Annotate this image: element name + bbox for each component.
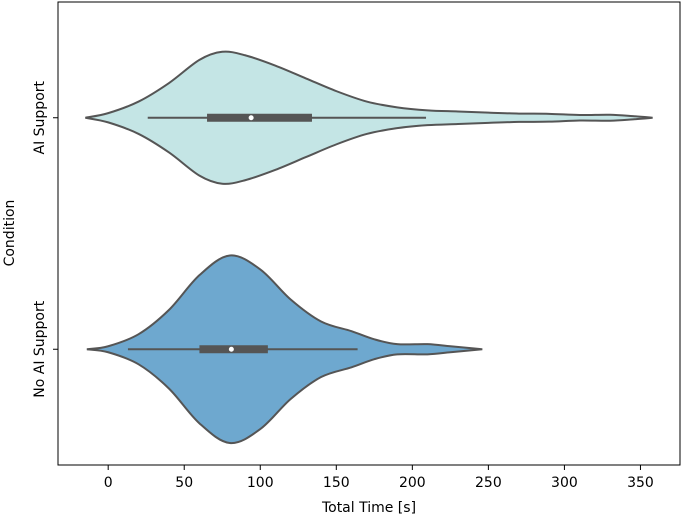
y-tick-label: No AI Support [32, 300, 48, 397]
x-axis-label: Total Time [s] [321, 500, 416, 516]
median [228, 346, 234, 352]
x-tick-label: 150 [323, 475, 350, 491]
box [207, 113, 312, 122]
x-tick-label: 0 [104, 475, 113, 491]
x-tick-label: 50 [175, 475, 193, 491]
x-tick-label: 300 [551, 475, 578, 491]
plot-frame [57, 1, 681, 466]
x-tick-label: 250 [475, 475, 502, 491]
median [248, 115, 254, 121]
y-axis-label: Condition [2, 200, 18, 267]
y-tick-label: AI Support [32, 80, 48, 154]
x-tick-label: 100 [247, 475, 274, 491]
x-tick-label: 200 [399, 475, 426, 491]
x-tick-label: 350 [627, 475, 654, 491]
